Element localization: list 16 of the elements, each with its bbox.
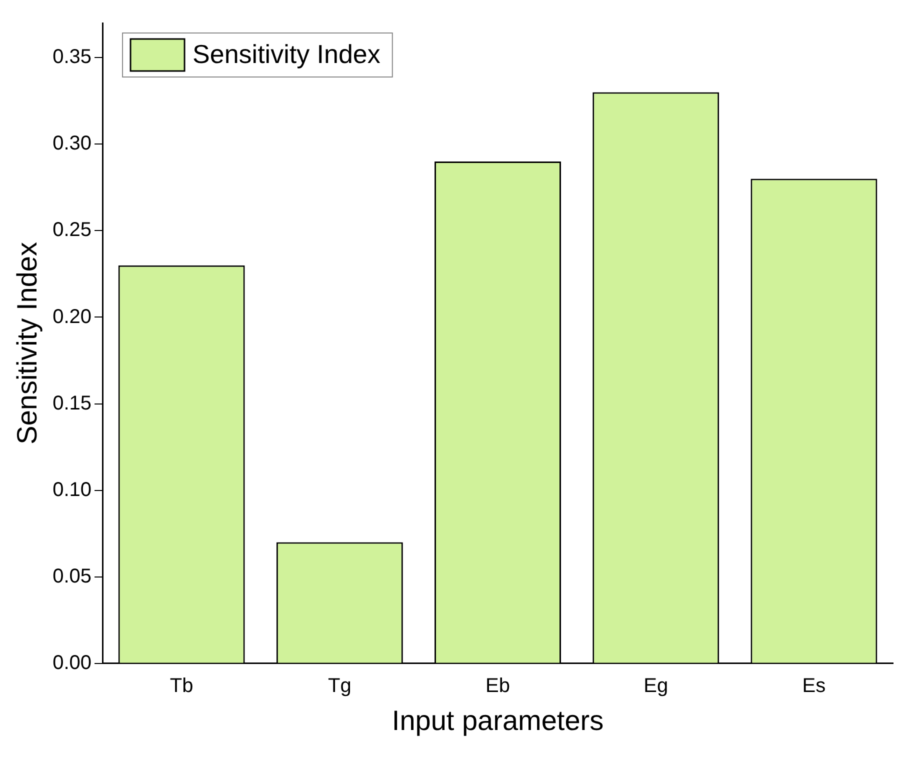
y-tick-label: 0.35 xyxy=(52,46,92,68)
y-tick-label: 0.10 xyxy=(52,478,92,501)
legend-label: Sensitivity Index xyxy=(192,39,380,70)
y-tick-label: 0.20 xyxy=(52,306,92,328)
y-tick-label: 0.00 xyxy=(52,652,92,674)
x-tick-label: Eb xyxy=(486,674,510,697)
x-tick-label: Tg xyxy=(328,674,352,697)
x-tick-label: Tb xyxy=(170,674,194,697)
x-tick-label: Eg xyxy=(644,674,668,697)
y-axis-title: Sensitivity Index xyxy=(12,242,43,444)
x-tick-label: Es xyxy=(802,674,826,697)
y-tick-label: 0.15 xyxy=(52,392,92,414)
x-axis-title: Input parameters xyxy=(392,704,604,736)
y-tick-label: 0.30 xyxy=(52,132,92,155)
y-tick-label: 0.25 xyxy=(52,219,92,242)
y-tick-label: 0.05 xyxy=(52,565,92,588)
